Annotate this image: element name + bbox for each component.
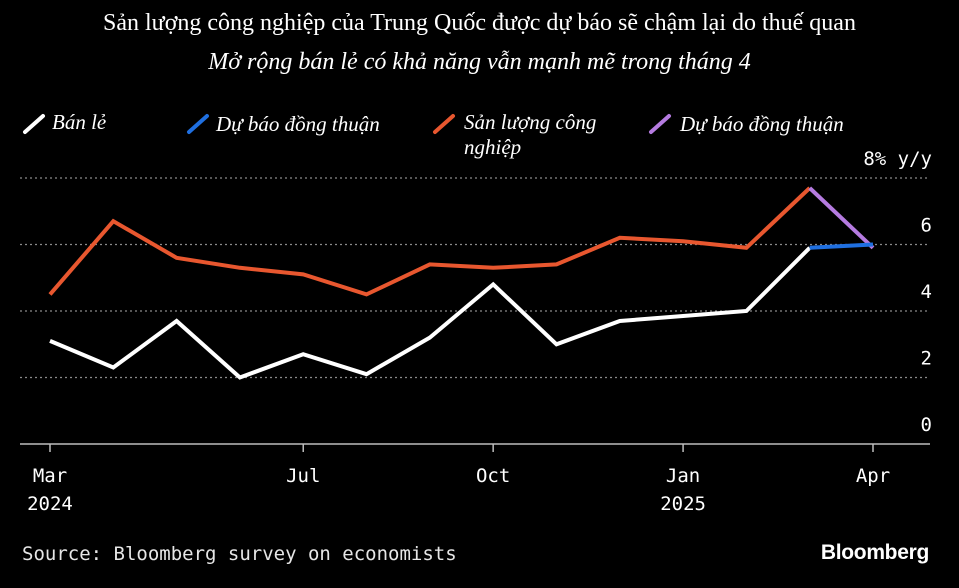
legend-swatch-retail <box>23 114 45 134</box>
series-line <box>49 246 812 380</box>
y-tick-label: 0 <box>921 414 932 436</box>
x-tick-label: Apr <box>856 465 890 487</box>
x-tick-label: Jan <box>666 465 700 487</box>
y-axis-ticks: 0 2 4 6 8% y/y <box>863 148 932 436</box>
legend-label-industrial: Sản lượng công nghiệp <box>464 110 597 159</box>
legend-swatch-industrial <box>433 114 455 134</box>
x-tick-label: Oct <box>476 465 510 487</box>
legend-swatch-line <box>649 114 671 134</box>
y-tick-label: 6 <box>921 215 932 237</box>
gridlines <box>20 177 930 445</box>
legend-swatch-line <box>23 114 45 134</box>
series-line <box>48 186 812 297</box>
y-tick-label: 2 <box>921 348 932 370</box>
x-axis: Mar 2024 Jul Oct Jan 2025 Apr <box>27 444 890 515</box>
series-lines <box>48 186 875 380</box>
y-tick-label: 8% y/y <box>863 148 932 170</box>
legend-label-retail: Bán lẻ <box>52 110 107 134</box>
legend-swatch-retail-forecast <box>187 114 209 134</box>
legend-swatch-line <box>187 114 209 134</box>
legend-label-industrial-forecast: Dự báo đồng thuận <box>680 112 844 136</box>
chart-subtitle: Mở rộng bán lẻ có khả năng vẫn mạnh mẽ t… <box>208 49 751 75</box>
bloomberg-logo: Bloomberg <box>820 541 929 564</box>
series-line <box>809 242 874 250</box>
legend-label-retail-forecast: Dự báo đồng thuận <box>216 112 380 136</box>
y-tick-label: 4 <box>921 281 932 303</box>
x-tick-sublabel: 2025 <box>660 493 706 515</box>
legend-swatch-line <box>433 114 455 134</box>
legend-swatch-industrial-forecast <box>649 114 671 134</box>
x-tick-sublabel: 2024 <box>27 493 73 515</box>
series-line <box>808 186 875 250</box>
chart-title: Sản lượng công nghiệp của Trung Quốc đượ… <box>103 10 856 36</box>
x-tick-label: Mar <box>33 465 67 487</box>
x-tick-label: Jul <box>286 465 320 487</box>
source-note: Source: Bloomberg survey on economists <box>22 543 457 565</box>
